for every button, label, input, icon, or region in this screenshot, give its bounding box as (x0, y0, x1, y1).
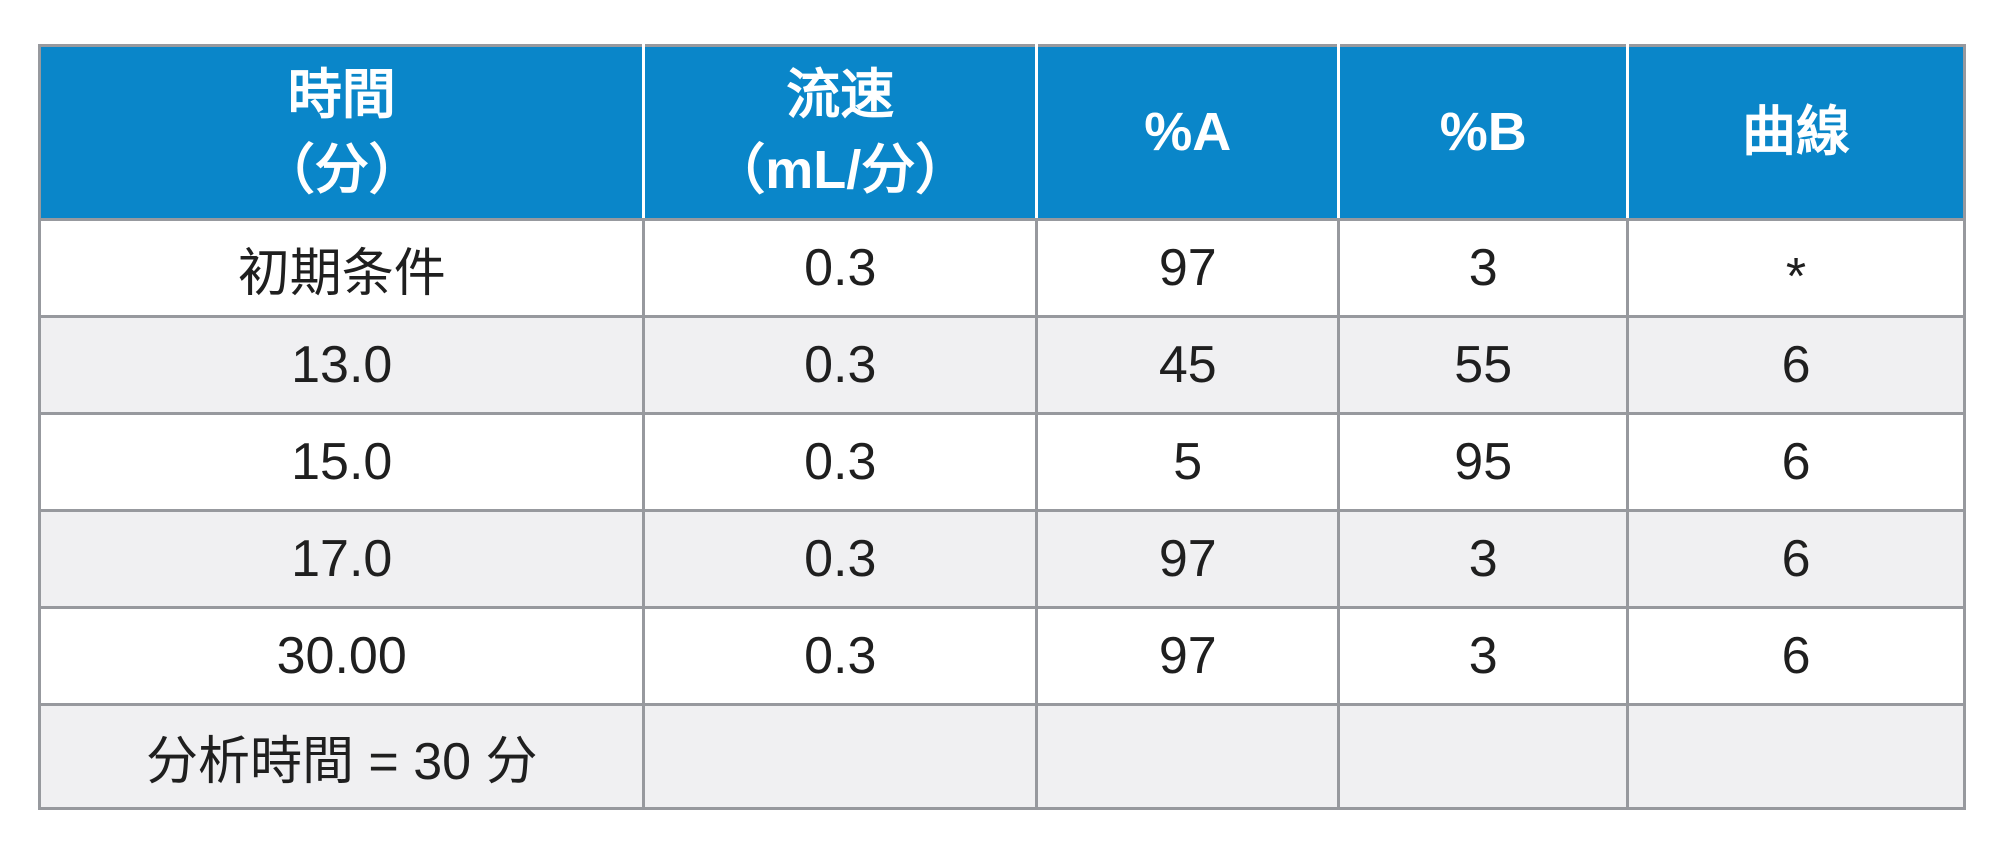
cell-percent-a: 97 (1035, 218, 1341, 318)
cell-flow-rate: 0.3 (642, 412, 1039, 512)
col-header-percent-b: %B (1337, 44, 1630, 221)
cell-percent-a: 5 (1035, 412, 1341, 512)
cell-flow-rate: 0.3 (642, 606, 1039, 706)
col-header-time: 時間 （分） (37, 44, 646, 221)
cell-flow-rate: 0.3 (642, 315, 1039, 415)
table-row-analysis-time: 分析時間 = 30 分 (37, 703, 1966, 810)
cell-empty (642, 703, 1039, 810)
table-row-initial: 初期条件 0.3 97 3 * (37, 218, 1966, 318)
table-row: 13.0 0.3 45 55 6 (37, 315, 1966, 415)
cell-curve: 6 (1626, 606, 1966, 706)
col-header-percent-a: %A (1035, 44, 1341, 221)
cell-curve: * (1626, 218, 1966, 318)
cell-empty (1035, 703, 1341, 810)
cell-percent-b: 3 (1337, 509, 1630, 609)
cell-time: 15.0 (37, 412, 646, 512)
cell-curve: 6 (1626, 315, 1966, 415)
cell-flow-rate: 0.3 (642, 218, 1039, 318)
cell-percent-a: 45 (1035, 315, 1341, 415)
cell-percent-a: 97 (1035, 606, 1341, 706)
cell-percent-b: 3 (1337, 606, 1630, 706)
cell-percent-b: 95 (1337, 412, 1630, 512)
table-row: 15.0 0.3 5 95 6 (37, 412, 1966, 512)
cell-time: 30.00 (37, 606, 646, 706)
header-row: 時間 （分） 流速 （mL/分） %A %B 曲線 (37, 44, 1966, 221)
cell-percent-b: 55 (1337, 315, 1630, 415)
cell-percent-a: 97 (1035, 509, 1341, 609)
cell-analysis-time-note: 分析時間 = 30 分 (37, 703, 646, 810)
hplc-gradient-table: 時間 （分） 流速 （mL/分） %A %B 曲線 初期条件 0.3 97 3 … (37, 44, 1966, 810)
cell-empty (1337, 703, 1630, 810)
cell-percent-b: 3 (1337, 218, 1630, 318)
col-header-flow-rate: 流速 （mL/分） (642, 44, 1039, 221)
cell-curve: 6 (1626, 412, 1966, 512)
asterisk-mark: * (1785, 248, 1807, 306)
col-header-curve: 曲線 (1626, 44, 1966, 221)
cell-time: 初期条件 (37, 218, 646, 318)
table-row: 17.0 0.3 97 3 6 (37, 509, 1966, 609)
cell-empty (1626, 703, 1966, 810)
cell-flow-rate: 0.3 (642, 509, 1039, 609)
cell-time: 17.0 (37, 509, 646, 609)
table-row: 30.00 0.3 97 3 6 (37, 606, 1966, 706)
cell-time: 13.0 (37, 315, 646, 415)
cell-curve: 6 (1626, 509, 1966, 609)
